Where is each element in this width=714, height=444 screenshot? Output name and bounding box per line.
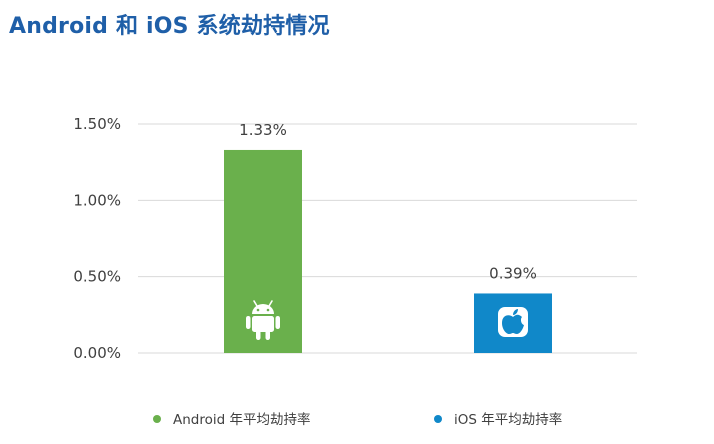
y-axis-tick-labels: 0.00% 0.50% 1.00% 1.50% xyxy=(73,115,121,362)
data-label: 1.33% xyxy=(239,121,287,139)
data-labels: 1.33% 0.39% xyxy=(239,121,537,283)
y-tick-label: 1.50% xyxy=(73,115,121,133)
gridlines xyxy=(138,123,637,354)
legend-marker xyxy=(153,415,161,423)
legend: Android 年平均劫持率 iOS 年平均劫持率 xyxy=(153,411,562,428)
y-tick-label: 0.50% xyxy=(73,268,121,286)
legend-marker xyxy=(434,415,442,423)
y-tick-label: 1.00% xyxy=(73,191,121,209)
bar-icons xyxy=(246,300,528,340)
legend-label: Android 年平均劫持率 xyxy=(173,411,311,428)
chart-title: Android 和 iOS 系统劫持情况 xyxy=(9,14,330,39)
legend-label: iOS 年平均劫持率 xyxy=(454,411,562,428)
apple-logo-icon xyxy=(498,307,528,337)
android-logo-icon xyxy=(246,300,280,340)
y-tick-label: 0.00% xyxy=(73,344,121,362)
data-label: 0.39% xyxy=(489,264,537,282)
